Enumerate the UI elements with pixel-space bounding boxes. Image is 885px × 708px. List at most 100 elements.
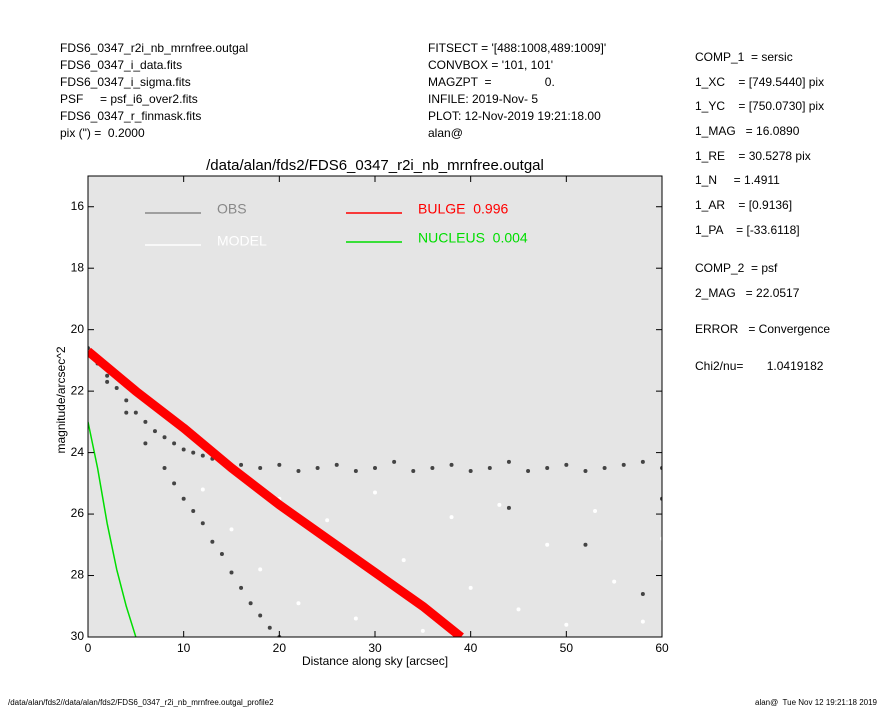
y-tick-label: 30 [71, 629, 85, 643]
y-tick-label: 28 [71, 568, 85, 582]
data-point [191, 508, 196, 513]
data-point [640, 591, 645, 596]
x-tick-label: 50 [560, 641, 574, 655]
header-left-line: FDS6_0347_r_finmask.fits [60, 109, 201, 123]
data-point [124, 398, 129, 403]
data-point [583, 542, 588, 547]
header-center-line: FITSECT = '[488:1008,489:1009]' [428, 41, 606, 55]
data-point [449, 462, 454, 467]
y-tick-label: 24 [71, 445, 85, 459]
data-point [401, 558, 406, 563]
side-panel-line: Chi2/nu= 1.0419182 [695, 359, 824, 373]
x-tick-label: 10 [177, 641, 191, 655]
data-point [133, 410, 138, 415]
data-point [545, 542, 550, 547]
side-panel-line: 1_N = 1.4911 [695, 173, 780, 187]
data-point [593, 508, 598, 513]
data-point [640, 619, 645, 624]
data-point [526, 469, 531, 474]
legend-label: MODEL [217, 233, 267, 249]
data-point [420, 628, 425, 633]
side-panel-line: 2_MAG = 22.0517 [695, 286, 800, 300]
side-panel-line: COMP_1 = sersic [695, 50, 793, 64]
data-point [248, 601, 253, 606]
data-point [487, 465, 492, 470]
x-tick-label: 20 [273, 641, 287, 655]
data-point [497, 502, 502, 507]
side-panel-line: 1_XC = [749.5440] pix [695, 75, 824, 89]
data-point [267, 625, 272, 630]
data-point [353, 469, 358, 474]
x-tick-label: 0 [85, 641, 92, 655]
x-axis-label: Distance along sky [arcsec] [302, 654, 448, 668]
data-point [373, 465, 377, 470]
data-point [516, 607, 521, 612]
footer-right: alan@ Tue Nov 12 19:21:18 2019 [755, 698, 878, 707]
side-panel-line: 1_MAG = 16.0890 [695, 124, 800, 138]
data-point [353, 616, 358, 621]
y-tick-label: 18 [71, 260, 85, 274]
data-point [411, 469, 416, 474]
data-point [191, 450, 196, 455]
header-center-line: CONVBOX = '101, 101' [428, 58, 553, 72]
model-line [88, 421, 137, 637]
header-left-line: FDS6_0347_i_sigma.fits [60, 75, 191, 89]
data-point [181, 496, 186, 501]
data-point [181, 447, 186, 452]
data-point [105, 373, 110, 378]
footer-left: /data/alan/fds2//data/alan/fds2/FDS6_034… [8, 698, 274, 707]
data-point [172, 441, 177, 446]
data-point [152, 429, 157, 434]
data-point [229, 570, 234, 575]
plot-layer [88, 346, 662, 637]
data-point [564, 462, 569, 467]
data-point [200, 453, 205, 458]
data-point [640, 459, 645, 464]
x-tick-label: 30 [368, 641, 382, 655]
data-point [124, 410, 129, 415]
data-point [105, 379, 110, 384]
data-point [277, 462, 282, 467]
data-point [392, 459, 397, 464]
legend-label: NUCLEUS 0.004 [418, 230, 528, 246]
data-point [430, 465, 435, 470]
data-point [296, 469, 301, 474]
side-panel-line: 1_YC = [750.0730] pix [695, 99, 824, 113]
data-point [468, 585, 473, 590]
plot-background [88, 176, 662, 637]
x-tick-label: 40 [464, 641, 478, 655]
legend-label: BULGE 0.996 [418, 201, 508, 217]
y-tick-label: 16 [71, 199, 85, 213]
data-point [200, 487, 205, 492]
header-left-line: PSF = psf_i6_over2.fits [60, 92, 198, 106]
model-band [88, 347, 464, 637]
data-point [545, 465, 550, 470]
data-point [583, 469, 588, 474]
data-point [468, 469, 473, 474]
data-point [210, 539, 215, 544]
data-point [258, 567, 263, 572]
data-point [143, 441, 148, 446]
side-panel-line: 1_RE = 30.5278 pix [695, 149, 811, 163]
data-point [373, 490, 377, 495]
data-point [564, 622, 569, 627]
data-point [506, 459, 511, 464]
data-point [315, 465, 320, 470]
data-point [162, 435, 167, 440]
data-point [200, 521, 205, 526]
data-point [621, 462, 626, 467]
data-point [229, 527, 234, 532]
data-point [172, 481, 177, 486]
side-panel-line: 1_PA = [-33.6118] [695, 223, 800, 237]
side-panel-line: COMP_2 = psf [695, 261, 778, 275]
data-point [219, 552, 224, 557]
data-point [143, 419, 148, 424]
data-point [114, 386, 119, 391]
header-left-line: FDS6_0347_i_data.fits [60, 58, 182, 72]
header-center-line: INFILE: 2019-Nov- 5 [428, 92, 538, 106]
side-panel-line: 1_AR = [0.9136] [695, 198, 792, 212]
header-center-line: PLOT: 12-Nov-2019 19:21:18.00 [428, 109, 601, 123]
data-point [334, 462, 339, 467]
data-point [449, 515, 454, 520]
